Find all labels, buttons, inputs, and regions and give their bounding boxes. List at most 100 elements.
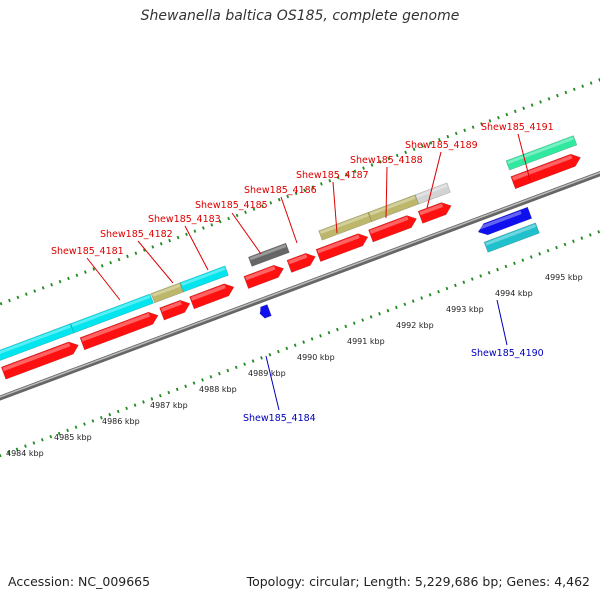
lower-track-tick (521, 258, 525, 262)
lower-track-tick (116, 409, 120, 414)
lower-track-tick (142, 400, 145, 404)
gene-label-top: Shew185_4181 (51, 246, 124, 257)
upper-track-tick (252, 207, 256, 211)
upper-track-tick (412, 147, 416, 151)
backbone-line (0, 171, 600, 401)
gene-label-top: Shew185_4183 (148, 214, 221, 225)
lower-track-tick (0, 453, 2, 458)
upper-track-tick (151, 245, 155, 249)
scale-tick-label: 4995 kbp (545, 273, 583, 282)
lower-track-tick (555, 245, 558, 250)
lower-track-tick (49, 434, 53, 439)
leader-line (496, 299, 508, 346)
upper-track-tick (269, 201, 273, 205)
lower-track-tick (580, 236, 584, 240)
lower-track-tick (546, 248, 550, 253)
upper-track-tick (387, 156, 391, 161)
lower-track-tick (251, 359, 255, 363)
lower-track-tick (91, 419, 95, 423)
lower-track-tick (201, 378, 204, 382)
lower-track-tick (529, 255, 533, 259)
lower-track-tick (83, 422, 86, 426)
upper-track-tick (16, 295, 20, 300)
upper-track-tick (547, 97, 551, 101)
cds-arrow (79, 311, 159, 351)
upper-track-tick (303, 188, 306, 192)
gene-label-bottom: Shew185_4184 (243, 413, 316, 424)
upper-track-tick (345, 172, 349, 177)
lower-track-tick (572, 239, 575, 243)
lower-track-tick (310, 337, 314, 341)
accession-value: NC_009665 (78, 574, 151, 589)
cds-arrow (243, 264, 284, 289)
length-value: 5,229,686 bp (414, 574, 499, 589)
gene-label-bottom: Shew185_4190 (471, 348, 544, 359)
lower-track-tick (327, 330, 331, 335)
lower-track-tick (336, 327, 339, 332)
upper-track-tick (556, 93, 559, 98)
upper-track-tick (244, 210, 247, 214)
lower-track-tick (175, 387, 179, 392)
lower-track-tick (454, 283, 457, 288)
lower-track-tick (352, 321, 356, 325)
upper-track-tick (227, 216, 231, 221)
upper-track-tick (311, 185, 315, 189)
upper-track-tick (488, 119, 492, 123)
lower-track-tick (209, 375, 213, 379)
lower-track-tick (588, 233, 592, 237)
lower-track-tick (361, 318, 365, 322)
upper-track-tick (75, 273, 79, 278)
upper-track-tick (438, 138, 441, 142)
lower-track-tick (268, 353, 272, 357)
leader-line (265, 355, 280, 411)
lower-track-tick (57, 431, 61, 436)
genome-summary: Topology: circular; Length: 5,229,686 bp… (246, 574, 590, 589)
upper-track-tick (522, 106, 526, 110)
upper-track-tick (530, 103, 534, 107)
lower-track-tick (243, 362, 247, 366)
scale-tick-label: 4984 kbp (6, 449, 44, 458)
scale-tick-label: 4993 kbp (446, 305, 484, 314)
upper-track-tick (201, 226, 205, 230)
upper-track-tick (168, 238, 171, 243)
lower-track-tick (496, 267, 499, 272)
upper-track-tick (505, 112, 509, 117)
lower-track-tick (470, 277, 474, 281)
gene-block-khaki (150, 282, 184, 304)
upper-track-tick (109, 260, 112, 265)
gene-label-top: Shew185_4189 (405, 140, 478, 151)
leader-line (86, 257, 121, 301)
cds-arrow (510, 153, 581, 190)
upper-track-tick (83, 270, 87, 274)
upper-track-tick (185, 232, 188, 237)
upper-track-tick (497, 115, 500, 120)
leader-line (280, 196, 298, 244)
upper-track-tick (395, 153, 399, 158)
upper-track-tick (336, 175, 340, 180)
lower-track-tick (7, 450, 10, 455)
topology-value: circular (309, 574, 356, 589)
lower-track-tick (40, 438, 44, 442)
gene-label-top: Shew185_4187 (296, 170, 369, 181)
scale-tick-label: 4987 kbp (150, 401, 188, 410)
lower-track-tick (479, 274, 483, 278)
lower-track-tick (344, 324, 348, 329)
lower-track-tick (24, 444, 27, 448)
upper-track-tick (404, 150, 408, 155)
lower-track-tick (462, 280, 466, 284)
upper-track-tick (0, 301, 3, 306)
upper-track-tick (286, 194, 290, 199)
upper-track-tick (126, 254, 129, 259)
upper-track-tick (100, 264, 104, 268)
upper-track-tick (117, 257, 121, 262)
scale-tick-label: 4988 kbp (199, 385, 237, 394)
leader-line (184, 225, 209, 271)
upper-track-tick (564, 90, 568, 95)
lower-track-tick (74, 425, 78, 429)
lower-track-tick (15, 447, 19, 452)
lower-track-tick (260, 356, 263, 360)
upper-track-tick (277, 197, 281, 202)
upper-track-tick (50, 283, 53, 287)
lower-track-tick (420, 296, 424, 300)
upper-track-tick (159, 242, 163, 246)
